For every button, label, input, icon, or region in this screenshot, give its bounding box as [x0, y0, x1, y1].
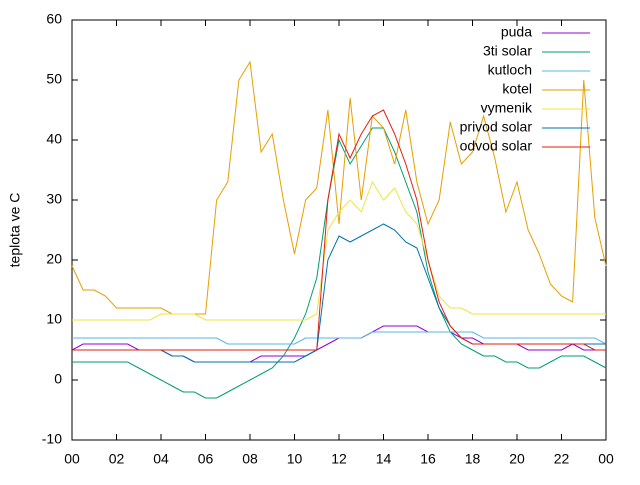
legend-label: odvod solar	[460, 138, 533, 154]
series-line	[72, 223, 606, 363]
legend-label: vymenik	[481, 100, 533, 116]
series-line	[72, 180, 606, 321]
legend-label: kotel	[502, 81, 532, 97]
y-axis-label: teplota ve C	[7, 193, 23, 268]
x-tick-label: 22	[554, 451, 570, 467]
y-tick-label: 30	[46, 191, 62, 207]
x-tick-label: 10	[287, 451, 303, 467]
y-tick-label: 40	[46, 131, 62, 147]
legend-label: puda	[501, 24, 532, 40]
legend-label: kutloch	[488, 62, 532, 78]
x-tick-label: 20	[509, 451, 525, 467]
series-line	[72, 331, 607, 345]
y-tick-label: 50	[46, 71, 62, 87]
x-tick-label: 00	[64, 451, 80, 467]
y-tick-label: 20	[46, 251, 62, 267]
legend-label: 3ti solar	[483, 43, 532, 59]
x-tick-label: 14	[376, 451, 392, 467]
y-tick-label: 0	[54, 371, 62, 387]
x-tick-label: 18	[465, 451, 481, 467]
legend-label: privod solar	[460, 119, 533, 135]
y-tick-label: 60	[46, 11, 62, 27]
x-tick-label: 06	[198, 451, 214, 467]
y-tick-label: -10	[42, 431, 62, 447]
x-tick-label: 00	[598, 451, 614, 467]
series-line	[72, 127, 607, 399]
x-tick-label: 12	[331, 451, 347, 467]
series-line	[71, 60, 607, 315]
x-tick-label: 04	[153, 451, 169, 467]
series-line	[72, 109, 606, 351]
x-tick-label: 02	[109, 451, 125, 467]
x-tick-label: 16	[420, 451, 436, 467]
x-tick-label: 08	[242, 451, 258, 467]
y-tick-label: 10	[46, 311, 62, 327]
